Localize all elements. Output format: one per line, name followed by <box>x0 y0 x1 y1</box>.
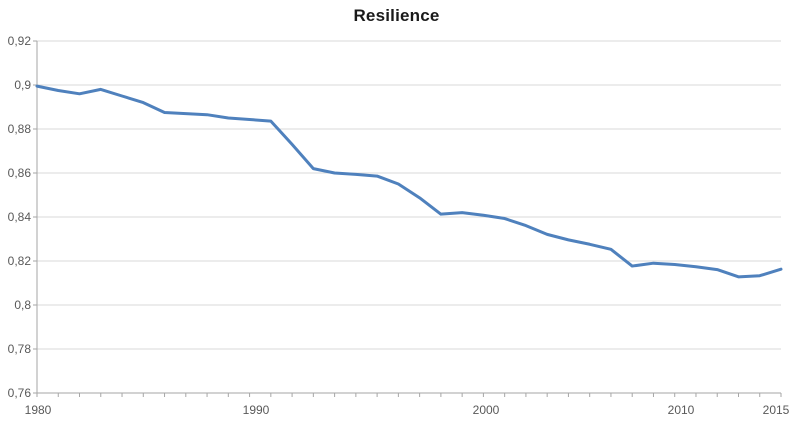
x-axis-tick-label: 2015 <box>762 403 790 417</box>
y-axis-tick-label: 0,88 <box>7 122 31 136</box>
y-axis-tick-label: 0,9 <box>14 78 31 92</box>
y-axis-tick-label: 0,92 <box>7 34 31 48</box>
x-axis-tick-label: 2010 <box>667 403 695 417</box>
y-axis-tick-label: 0,76 <box>7 386 31 400</box>
chart-title: Resilience <box>353 6 440 25</box>
y-axis-tick-label: 0,84 <box>7 210 31 224</box>
y-axis-tick-label: 0,82 <box>7 254 31 268</box>
x-axis-tick-label: 1990 <box>242 403 270 417</box>
y-axis-tick-label: 0,86 <box>7 166 31 180</box>
x-axis-tick-label: 1980 <box>24 403 52 417</box>
y-axis-tick-label: 0,8 <box>14 298 31 312</box>
trend-line <box>35 84 783 279</box>
y-axis-tick-label: 0,78 <box>7 342 31 356</box>
x-axis-tick-label: 2000 <box>472 403 500 417</box>
